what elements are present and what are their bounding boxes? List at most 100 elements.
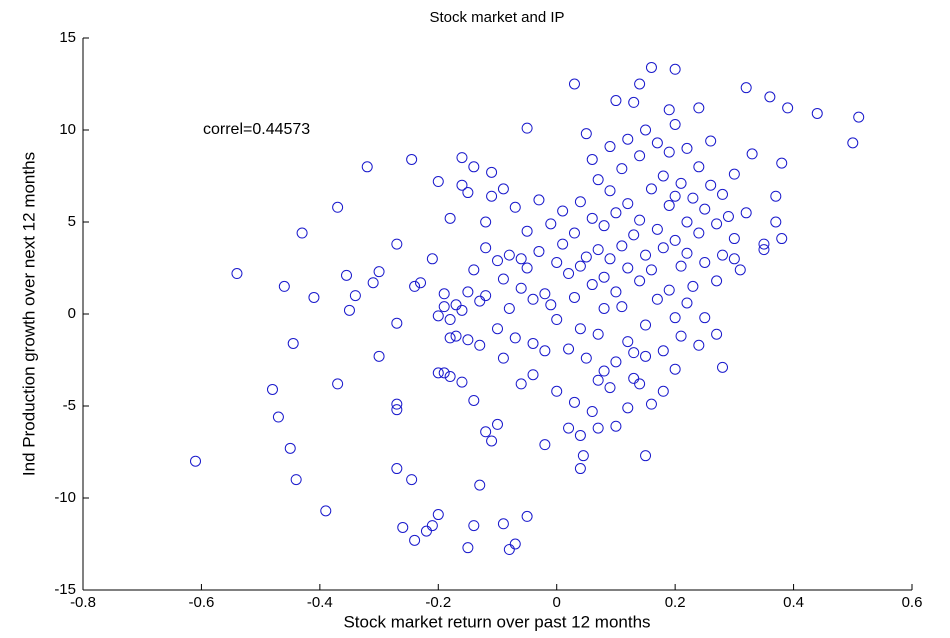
point (734, 264, 746, 276)
point (420, 525, 432, 537)
x-tick-label: 0.4 (783, 594, 804, 611)
point (657, 242, 669, 254)
point (462, 286, 474, 298)
point (622, 133, 634, 145)
point (651, 293, 663, 305)
point (598, 365, 610, 377)
point (397, 521, 409, 533)
point (272, 411, 284, 423)
point (574, 196, 586, 208)
point (480, 216, 492, 228)
point (521, 225, 533, 237)
point (604, 141, 616, 153)
point (598, 271, 610, 283)
point (645, 398, 657, 410)
point (586, 212, 598, 224)
point (456, 179, 468, 191)
point (450, 299, 462, 311)
point (657, 345, 669, 357)
point (527, 337, 539, 349)
point (343, 304, 355, 316)
point (669, 234, 681, 246)
point (349, 290, 361, 302)
point (782, 102, 794, 114)
point (373, 266, 385, 278)
point (568, 291, 580, 303)
point (557, 205, 569, 217)
point (391, 404, 403, 416)
point (651, 223, 663, 235)
point (521, 510, 533, 522)
point (586, 153, 598, 165)
point (616, 240, 628, 252)
point (681, 247, 693, 259)
point (604, 382, 616, 394)
point (663, 199, 675, 211)
point (592, 244, 604, 256)
point (432, 509, 444, 521)
point (527, 369, 539, 381)
point (740, 82, 752, 94)
point (610, 286, 622, 298)
point (287, 337, 299, 349)
point (284, 442, 296, 454)
point (444, 212, 456, 224)
point (634, 378, 646, 390)
point (705, 179, 717, 191)
point (409, 280, 421, 292)
point (770, 190, 782, 202)
point (509, 538, 521, 550)
point (758, 244, 770, 256)
point (568, 78, 580, 90)
point (687, 280, 699, 292)
point (480, 290, 492, 302)
point (521, 262, 533, 274)
point (438, 301, 450, 313)
point (332, 378, 344, 390)
y-tick-label: 0 (68, 305, 76, 322)
point (563, 343, 575, 355)
point (628, 96, 640, 108)
point (640, 124, 652, 136)
point (406, 153, 418, 165)
point (628, 372, 640, 384)
point (497, 183, 509, 195)
point (675, 260, 687, 272)
x-tick-label: 0.2 (665, 594, 686, 611)
point (533, 245, 545, 257)
point (645, 264, 657, 276)
point (699, 203, 711, 215)
point (669, 312, 681, 324)
point (663, 284, 675, 296)
point (574, 429, 586, 441)
point (332, 201, 344, 213)
point (669, 190, 681, 202)
point (409, 534, 421, 546)
point (509, 332, 521, 344)
point (462, 334, 474, 346)
point (539, 439, 551, 451)
point (231, 268, 243, 280)
point (717, 188, 729, 200)
point (622, 336, 634, 348)
y-tick-label: 10 (59, 121, 76, 138)
point (367, 277, 379, 289)
point (634, 214, 646, 226)
point (586, 279, 598, 291)
point (681, 216, 693, 228)
point (669, 363, 681, 375)
point (717, 249, 729, 261)
point (391, 317, 403, 329)
x-tick-label: -0.6 (188, 594, 214, 611)
point (853, 111, 865, 123)
point (592, 328, 604, 340)
point (497, 352, 509, 364)
point (296, 227, 308, 239)
point (308, 291, 320, 303)
point (533, 194, 545, 206)
point (598, 220, 610, 232)
point (616, 163, 628, 175)
point (415, 277, 427, 289)
point (693, 102, 705, 114)
y-tick-label: -15 (54, 581, 76, 598)
